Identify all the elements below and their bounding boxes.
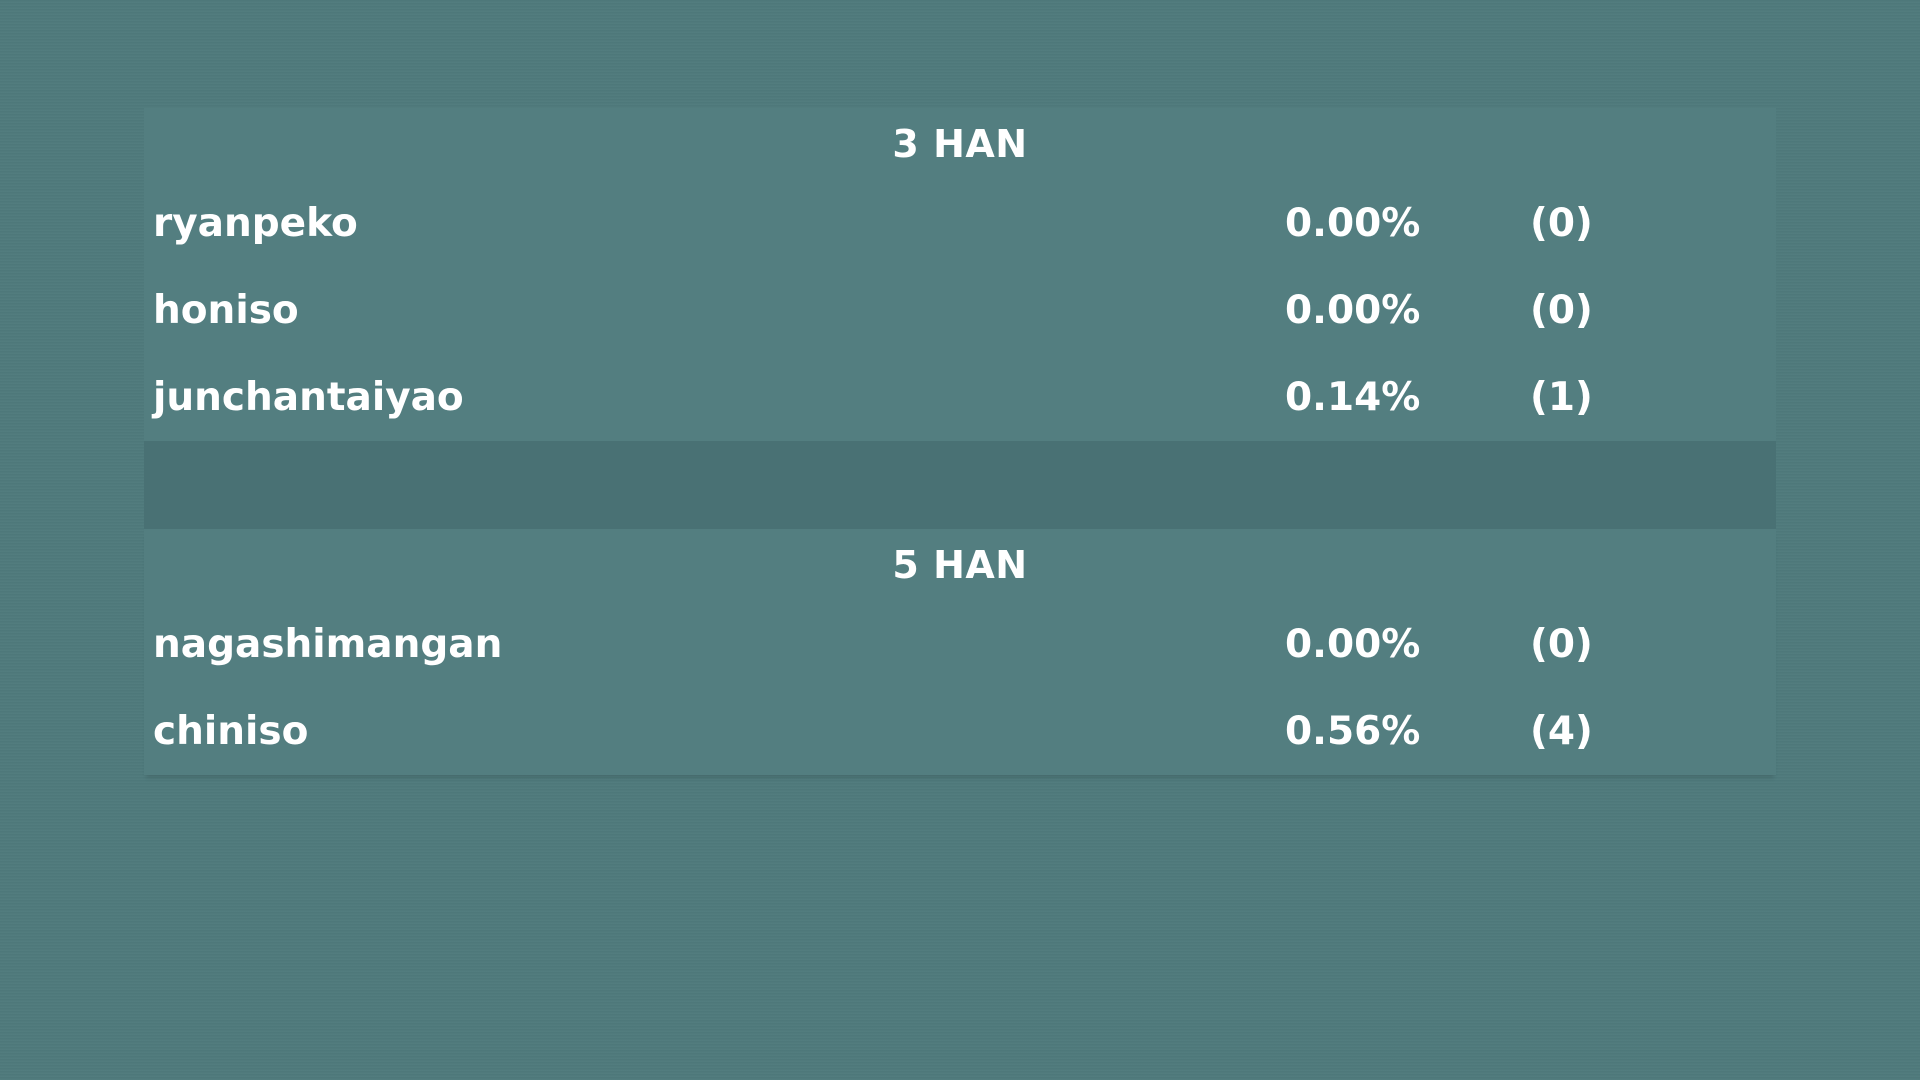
yaku-name: nagashimangan (153, 622, 503, 667)
yaku-count: (0) (1530, 201, 1593, 246)
yaku-row: nagashimangan 0.00% (0) (144, 601, 1776, 688)
section-title: 5 HAN (892, 543, 1028, 587)
yaku-stats-panel: 3 HAN ryanpeko 0.00% (0) honiso 0.00% (0… (144, 108, 1776, 775)
yaku-count: (4) (1530, 709, 1593, 754)
yaku-row: honiso 0.00% (0) (144, 267, 1776, 354)
section-divider (144, 441, 1776, 529)
yaku-row: ryanpeko 0.00% (0) (144, 180, 1776, 267)
yaku-percent: 0.14% (1285, 375, 1421, 420)
yaku-percent: 0.00% (1285, 201, 1421, 246)
yaku-count: (0) (1530, 622, 1593, 667)
yaku-row: junchantaiyao 0.14% (1) (144, 354, 1776, 441)
section-title: 3 HAN (892, 122, 1028, 166)
yaku-name: ryanpeko (153, 201, 358, 246)
yaku-percent: 0.56% (1285, 709, 1421, 754)
yaku-percent: 0.00% (1285, 622, 1421, 667)
yaku-name: junchantaiyao (153, 375, 464, 420)
yaku-name: honiso (153, 288, 299, 333)
yaku-count: (1) (1530, 375, 1593, 420)
han-section-5: 5 HAN nagashimangan 0.00% (0) chiniso 0.… (144, 529, 1776, 775)
yaku-row: chiniso 0.56% (4) (144, 688, 1776, 775)
yaku-percent: 0.00% (1285, 288, 1421, 333)
yaku-name: chiniso (153, 709, 309, 754)
han-section-3: 3 HAN ryanpeko 0.00% (0) honiso 0.00% (0… (144, 108, 1776, 441)
yaku-count: (0) (1530, 288, 1593, 333)
